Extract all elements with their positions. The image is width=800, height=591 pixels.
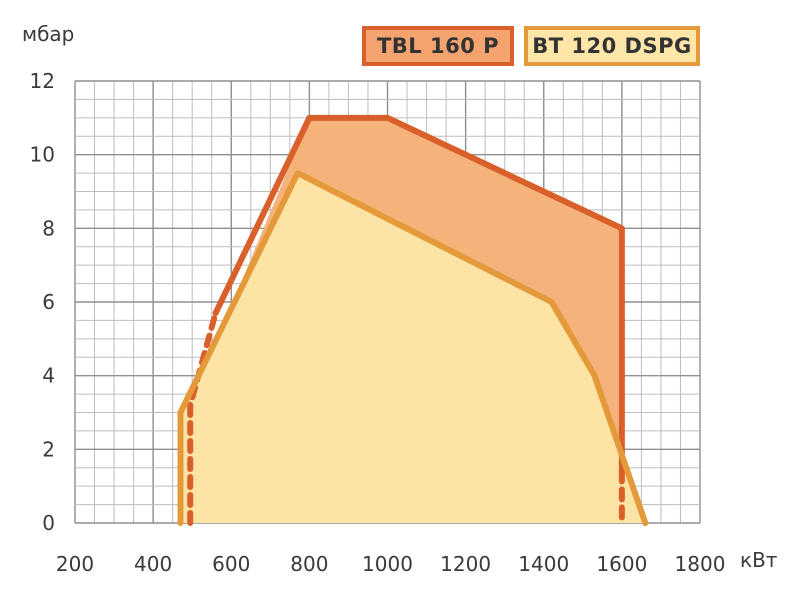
outline-bt-120-dspg bbox=[177, 170, 649, 526]
x-tick-label: 400 bbox=[134, 552, 172, 576]
y-axis-label: мбар bbox=[22, 22, 74, 46]
x-tick-label: 1600 bbox=[596, 552, 647, 576]
y-tick-label: 12 bbox=[30, 69, 55, 93]
areas bbox=[177, 114, 649, 526]
x-tick-label: 1200 bbox=[440, 552, 491, 576]
y-tick-label: 10 bbox=[30, 143, 55, 167]
y-tick-label: 0 bbox=[42, 511, 55, 535]
area-bt-120-dspg bbox=[180, 173, 646, 524]
y-tick-label: 8 bbox=[42, 216, 55, 240]
y-tick-label: 6 bbox=[42, 290, 55, 314]
dashed-outline-tbl-160-p bbox=[187, 310, 219, 526]
x-tick-label: 200 bbox=[56, 552, 94, 576]
legend-entry-tbl-160-p: TBL 160 P bbox=[362, 26, 514, 66]
x-tick-label: 1000 bbox=[362, 552, 413, 576]
y-tick-label: 4 bbox=[42, 364, 55, 388]
y-axis-ticks: 0 2 4 6 8 10 12 bbox=[30, 69, 55, 535]
y-tick-label: 2 bbox=[42, 437, 55, 461]
x-axis-label: кВт bbox=[740, 548, 778, 572]
x-tick-label: 1800 bbox=[675, 552, 726, 576]
x-tick-label: 1400 bbox=[518, 552, 569, 576]
x-tick-label: 600 bbox=[212, 552, 250, 576]
legend-entry-bt-120-dspg: BT 120 DSPG bbox=[524, 26, 700, 66]
x-tick-label: 800 bbox=[290, 552, 328, 576]
outline-tbl-160-p bbox=[212, 114, 625, 475]
x-axis-ticks: 200 400 600 800 1000 1200 1400 1600 1800 bbox=[56, 552, 726, 576]
legend-label: TBL 160 P bbox=[376, 34, 500, 58]
legend-label: BT 120 DSPG bbox=[532, 34, 692, 58]
